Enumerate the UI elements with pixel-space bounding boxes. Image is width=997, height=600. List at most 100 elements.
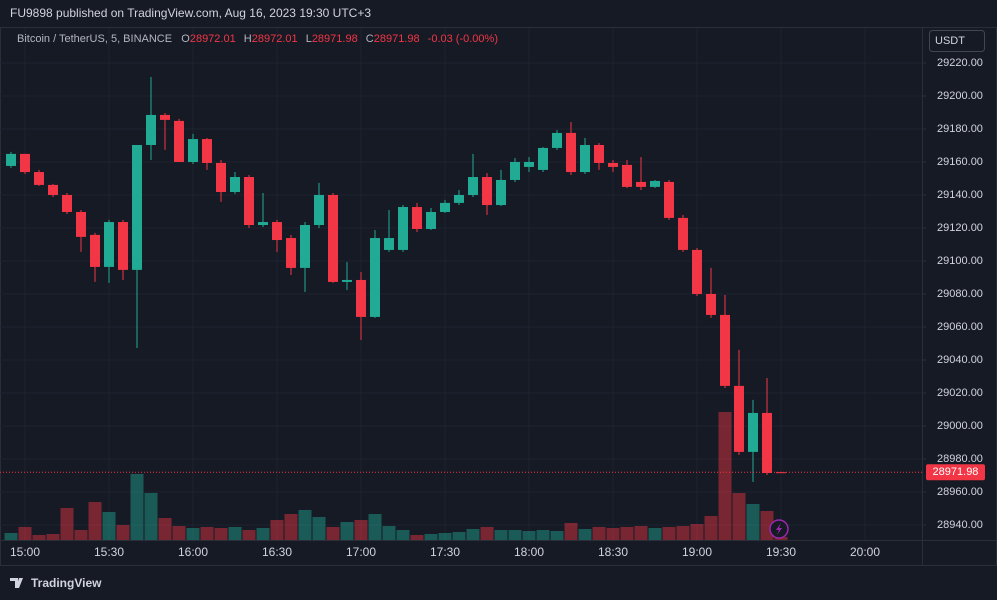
- volume-bar: [298, 510, 312, 540]
- brand-logo: TradingView: [10, 576, 102, 590]
- y-tick-label: 29180.00: [937, 123, 983, 135]
- candle-body: [118, 222, 128, 270]
- candle-body: [664, 181, 674, 218]
- volume-bar: [620, 527, 634, 540]
- currency: USDT: [935, 35, 965, 47]
- y-tick-label: 29040.00: [937, 354, 983, 366]
- candle-body: [104, 222, 114, 267]
- volume-bar: [592, 527, 606, 540]
- volume-bar: [46, 534, 60, 540]
- volume-bar: [438, 533, 452, 540]
- volume-bar: [704, 516, 718, 540]
- candle-body: [496, 179, 506, 206]
- candle-body: [328, 194, 338, 282]
- candle-body: [76, 211, 86, 237]
- y-tick-label: 29140.00: [937, 189, 983, 201]
- candle-body: [188, 139, 198, 162]
- ohlc-value: 28972.01: [189, 33, 236, 45]
- x-tick-label: 20:00: [850, 545, 880, 559]
- y-tick-label: 29220.00: [937, 57, 983, 69]
- last-price-box: [926, 464, 985, 481]
- volume-bar: [480, 527, 494, 540]
- candle-body: [34, 172, 44, 185]
- axes: 28940.00 28960.00 28980.00 29000.00 29020.00…: [0, 57, 985, 559]
- ohlc-label: L: [305, 33, 312, 45]
- candle-body: [720, 314, 730, 386]
- candle-body: [300, 225, 310, 268]
- ohlc-label: O: [181, 33, 190, 45]
- y-tick-label: 28980.00: [937, 453, 983, 465]
- volume-bar: [466, 529, 480, 540]
- ohlc-value: 28971.98: [311, 33, 358, 45]
- volume-bar: [88, 502, 102, 540]
- candle-body: [286, 238, 296, 268]
- volume-bar: [368, 514, 382, 540]
- volume-bar: [410, 535, 424, 540]
- candle-body: [426, 211, 436, 229]
- last-price-label: 28971.98: [933, 466, 979, 478]
- ohlc-label: C: [365, 33, 374, 45]
- candle-body: [6, 153, 16, 166]
- volume-bar: [228, 527, 242, 540]
- x-tick-label: 16:00: [178, 545, 208, 559]
- candle-body: [552, 132, 562, 148]
- y-tick-label: 29060.00: [937, 321, 983, 333]
- candle-body: [146, 114, 156, 145]
- volume-bar: [102, 512, 116, 540]
- volume-bar: [718, 412, 732, 540]
- candle-body: [706, 293, 716, 315]
- x-tick-label: 16:30: [262, 545, 292, 559]
- volume-bar: [312, 517, 326, 540]
- candle-body: [62, 194, 72, 212]
- currency-button[interactable]: [929, 30, 985, 52]
- candle-body: [90, 234, 100, 267]
- volume-bar: [32, 535, 46, 540]
- volume-bar: [340, 522, 354, 540]
- symbol: Bitcoin / TetherUS, 5, BINANCE: [17, 33, 173, 45]
- volume-bar: [746, 504, 760, 540]
- candle-body: [132, 144, 142, 270]
- volume-bar: [382, 526, 396, 540]
- candle-body: [580, 144, 590, 173]
- y-tick-label: 29100.00: [937, 255, 983, 267]
- candle-body: [482, 176, 492, 206]
- volume-bar: [536, 530, 550, 540]
- volume-bar: [326, 527, 340, 540]
- candle-body: [454, 194, 464, 203]
- volume-bar: [144, 493, 158, 540]
- candle-body: [538, 147, 548, 170]
- candle-body: [342, 279, 352, 282]
- x-tick-label: 17:00: [346, 545, 376, 559]
- volume-bar: [242, 530, 256, 540]
- candle-body: [314, 194, 324, 226]
- candle-body: [608, 162, 618, 167]
- candle-body: [356, 279, 366, 317]
- volume-bar: [130, 474, 144, 540]
- volume-bar: [494, 530, 508, 540]
- candle-body: [440, 202, 450, 212]
- candle-body: [202, 139, 212, 163]
- candle-body: [20, 153, 30, 173]
- candle-body: [174, 120, 184, 162]
- y-tick-label: 29080.00: [937, 288, 983, 300]
- volume-bar: [18, 527, 32, 540]
- candle-body: [384, 238, 394, 250]
- candle-body: [594, 144, 604, 163]
- lightning-icon[interactable]: [769, 519, 789, 539]
- legend: Bitcoin / TetherUS, 5, BINANCE O28972.01…: [17, 33, 503, 45]
- y-tick-label: 29160.00: [937, 156, 983, 168]
- volume-bar: [74, 530, 88, 540]
- ohlc-value: 28971.98: [373, 33, 420, 45]
- volume-bar: [186, 528, 200, 540]
- volume-bar: [452, 532, 466, 540]
- x-tick-label: 17:30: [430, 545, 460, 559]
- candle-body: [230, 176, 240, 193]
- volume-bar: [158, 518, 172, 540]
- candle-body: [650, 180, 660, 187]
- volume-bar: [116, 525, 130, 540]
- volume-bar: [578, 529, 592, 540]
- volume-bar: [648, 528, 662, 540]
- volume-bar: [284, 514, 298, 540]
